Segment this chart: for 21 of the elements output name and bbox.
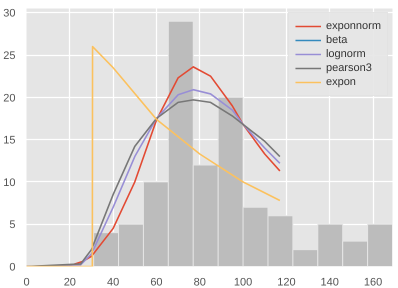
y-tick-label: 10	[3, 176, 16, 189]
legend-label: expon	[326, 75, 356, 89]
x-tick-label: 120	[277, 276, 296, 288]
x-tick-label: 160	[364, 276, 382, 288]
x-tick-label: 60	[150, 276, 163, 288]
legend-label: lognorm	[326, 47, 366, 61]
x-tick-label: 20	[64, 276, 76, 288]
y-tick-label: 20	[3, 92, 16, 104]
x-tick-label: 80	[194, 276, 206, 288]
x-tick-label: 40	[107, 276, 120, 288]
legend-label: exponnorm	[326, 19, 381, 33]
y-tick-label: 25	[3, 50, 16, 62]
x-tick-label: 100	[234, 276, 252, 288]
y-tick-label: 5	[9, 219, 16, 232]
legend-label: pearson3	[326, 61, 372, 75]
y-tick-label: 0	[9, 262, 16, 274]
x-tick-label: 140	[320, 276, 339, 288]
y-tick-label: 15	[3, 134, 16, 147]
y-tick-label: 30	[3, 8, 16, 20]
x-tick-label: 0	[23, 276, 30, 288]
legend-label: beta	[326, 33, 348, 47]
